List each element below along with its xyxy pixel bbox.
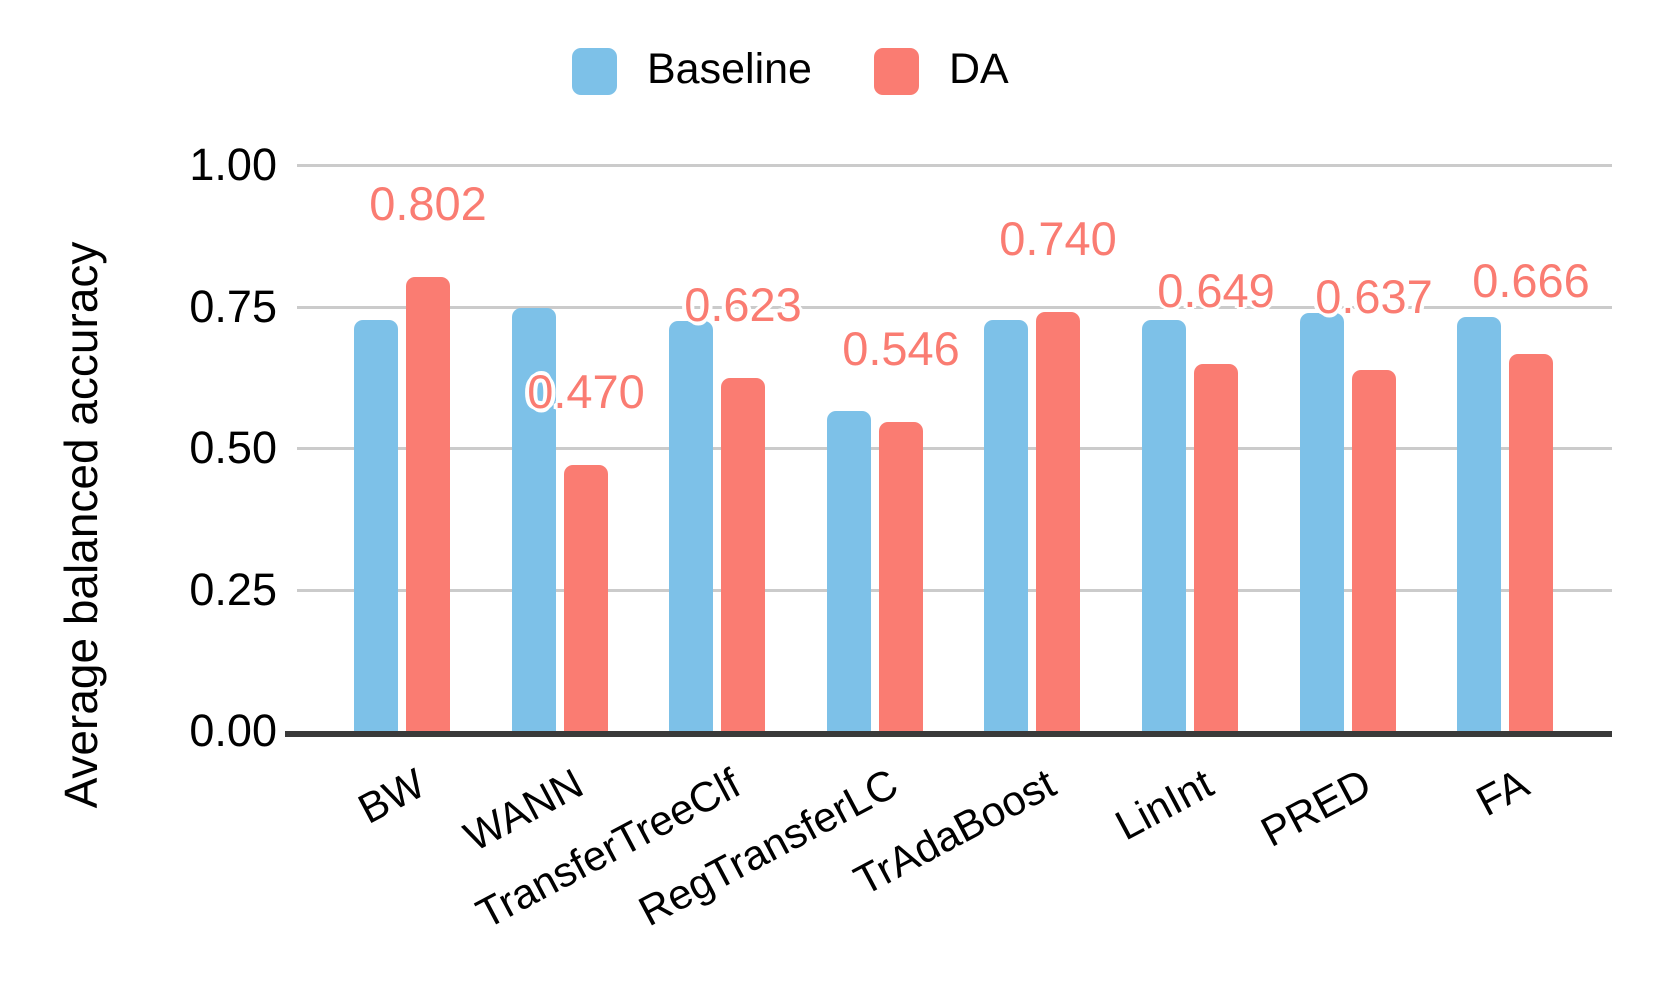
legend-swatch-da-icon — [873, 48, 919, 95]
legend-item-baseline: Baseline — [572, 48, 812, 95]
legend-label: DA — [948, 45, 1009, 93]
value-label-da-WANN: 0.470 — [527, 365, 645, 418]
y-tick-label: 0.50 — [189, 422, 277, 473]
bar-baseline-TransferTreeClf — [669, 321, 713, 731]
value-label-da-TrAdaBoost: 0.740 — [999, 212, 1117, 265]
bar-da-PRED — [1352, 370, 1396, 731]
y-tick-label: 0.25 — [189, 563, 277, 615]
x-category-label-LinInt: LinInt — [1107, 759, 1221, 850]
bar-baseline-BW — [354, 320, 398, 731]
x-category-label-FA: FA — [1468, 759, 1536, 825]
gridline — [297, 305, 1612, 309]
bar-da-LinInt — [1194, 364, 1238, 731]
bar-baseline-TrAdaBoost — [984, 320, 1028, 731]
x-category-label-BW: BW — [350, 759, 433, 833]
legend-item-da: DA — [873, 45, 1009, 95]
bar-da-FA — [1509, 354, 1553, 731]
value-label-da-BW: 0.802 — [369, 177, 487, 230]
bar-baseline-PRED — [1300, 313, 1344, 731]
bar-da-BW — [406, 277, 450, 731]
chart-legend: Baseline DA — [572, 48, 1009, 95]
plot-area: Average balanced accuracy 1.00 0.75 0.50 0.… — [55, 139, 1612, 937]
legend-swatch-baseline-icon — [572, 48, 617, 95]
bar-da-WANN — [564, 465, 608, 731]
bar-baseline-LinInt — [1142, 320, 1186, 731]
bar-da-TrAdaBoost — [1036, 312, 1080, 731]
y-tick-label: 1.00 — [189, 139, 277, 190]
y-tick-label: 0.75 — [189, 280, 277, 332]
bar-da-RegTransferLC — [879, 422, 923, 731]
value-label-da-RegTransferLC: 0.546 — [842, 322, 960, 375]
x-axis-line — [285, 731, 1612, 737]
value-label-da-LinInt: 0.649 — [1157, 264, 1275, 317]
bar-baseline-WANN — [512, 308, 556, 731]
bar-baseline-RegTransferLC — [827, 411, 871, 731]
x-category-label-PRED: PRED — [1253, 759, 1379, 856]
bar-da-TransferTreeClf — [721, 378, 765, 731]
legend-label: Baseline — [647, 45, 812, 93]
value-label-da-FA: 0.666 — [1472, 254, 1590, 307]
gridline — [297, 588, 1612, 592]
y-axis-title: Average balanced accuracy — [55, 241, 107, 809]
value-label-da-PRED: 0.637 — [1315, 270, 1433, 323]
gridline — [297, 447, 1612, 450]
y-tick-label: 0.00 — [189, 705, 277, 756]
gridline — [297, 164, 1612, 167]
bar-baseline-FA — [1457, 317, 1501, 731]
value-label-da-TransferTreeClf: 0.623 — [684, 278, 802, 331]
